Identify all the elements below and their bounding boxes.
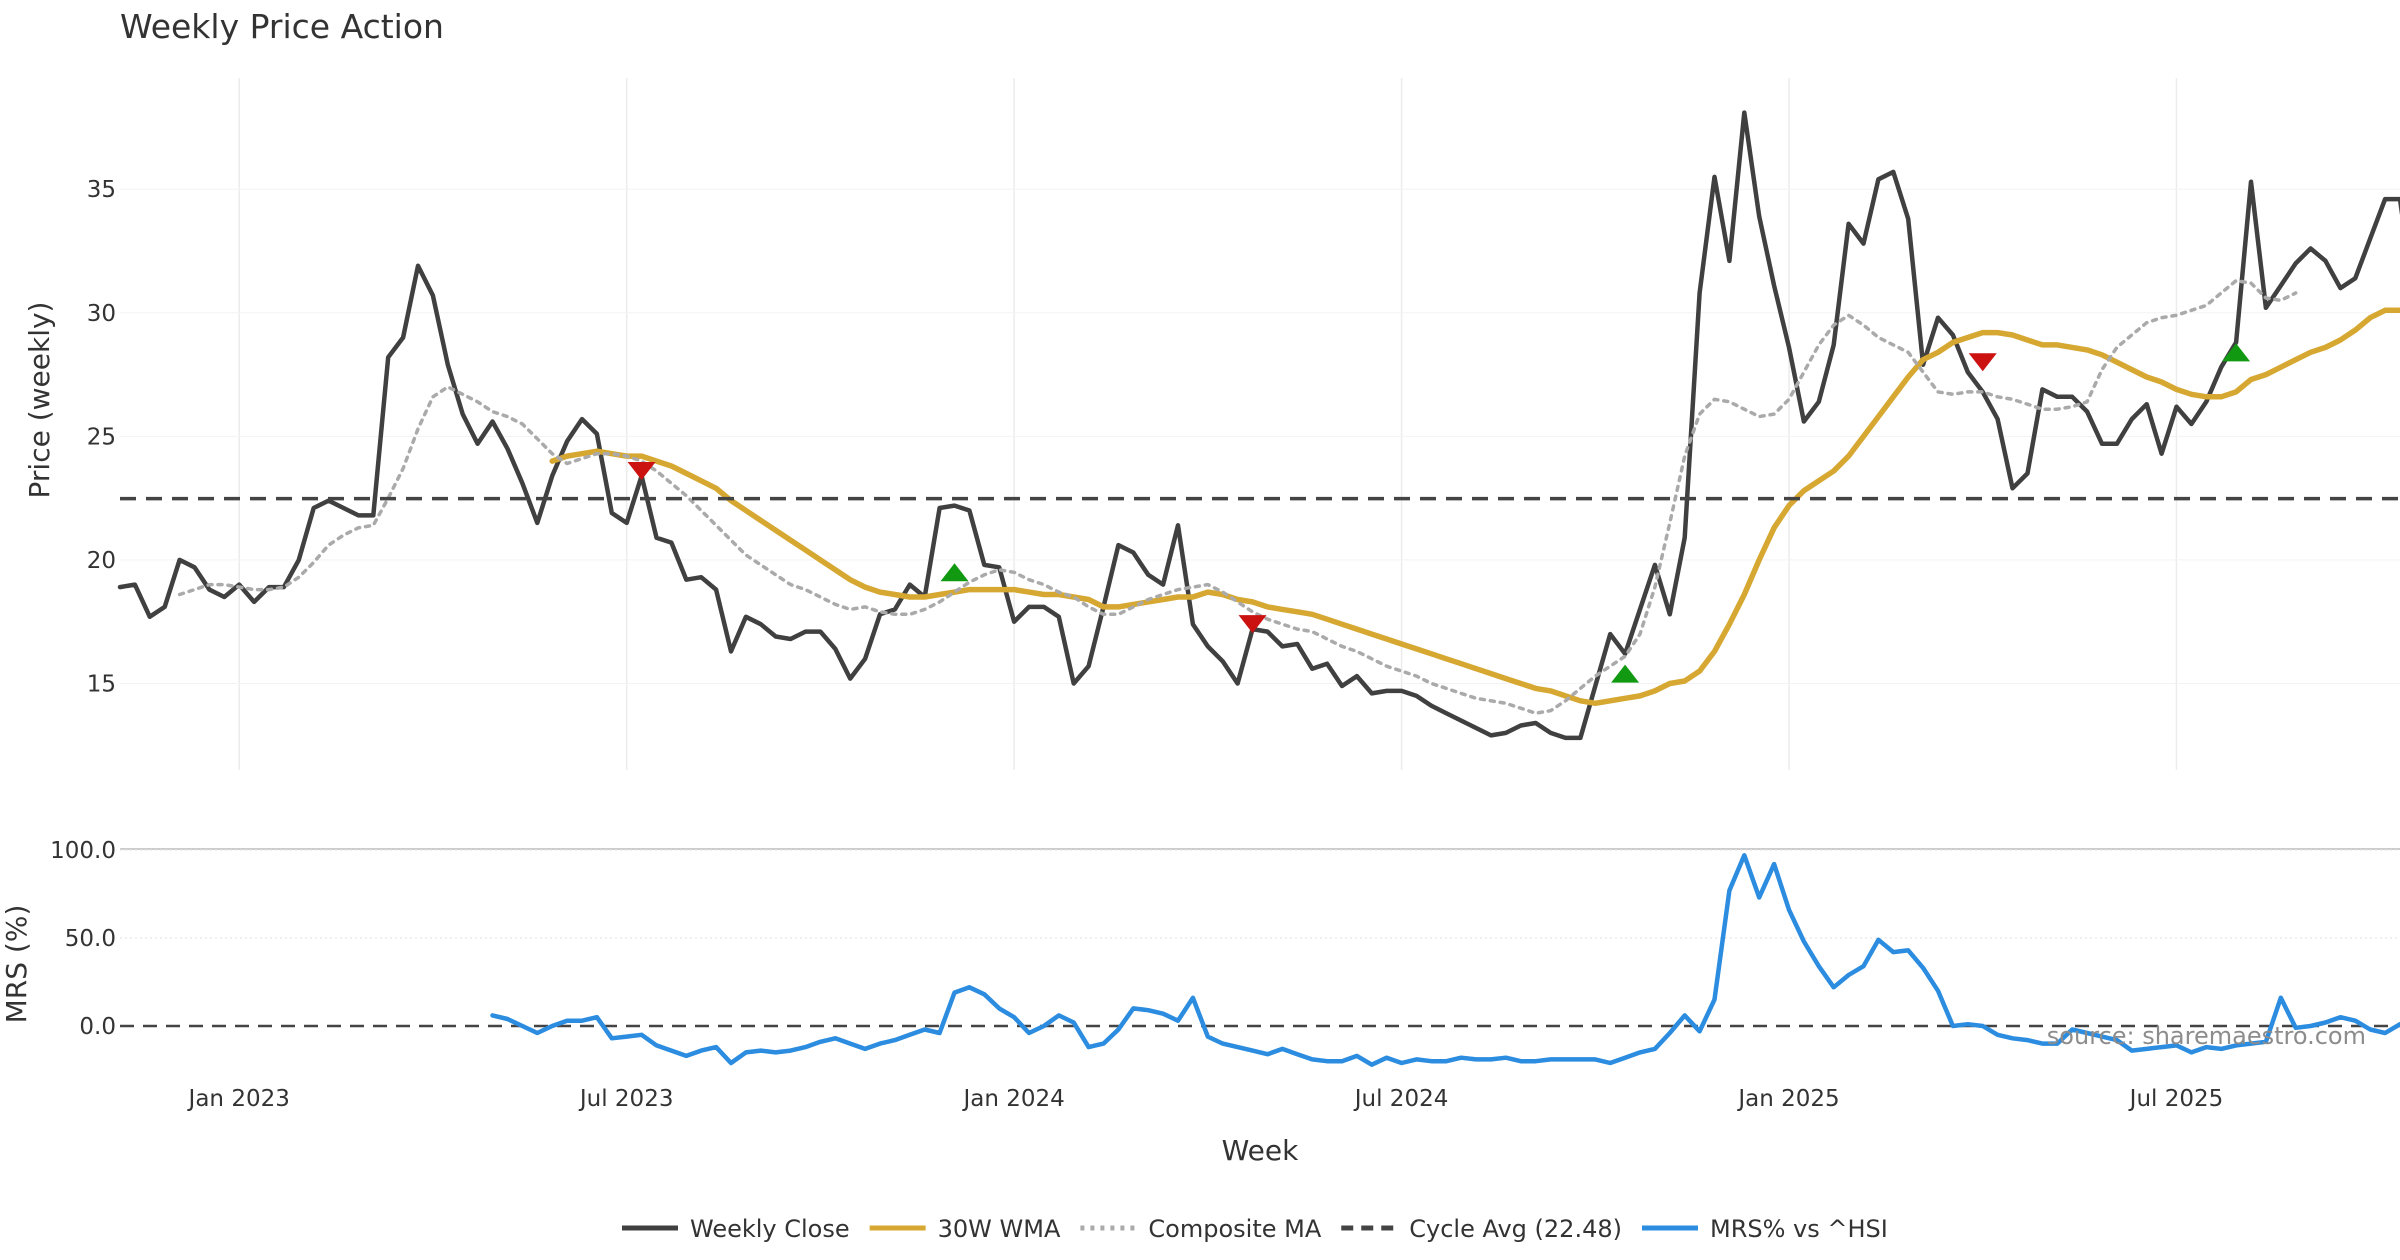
legend-label: Cycle Avg (22.48) — [1409, 1215, 1622, 1243]
legend-label: Composite MA — [1148, 1215, 1321, 1243]
x-tick-label: Jan 2024 — [961, 1086, 1064, 1112]
chart-title: Weekly Price Action — [120, 7, 444, 46]
legend-label: Weekly Close — [690, 1215, 850, 1243]
mrs-y-tick: 50.0 — [65, 926, 116, 952]
legend: Weekly Close 30W WMA Composite MA Cycle Avg… — [622, 1215, 1888, 1243]
price-y-ticks: 15 20 25 30 35 — [87, 177, 116, 697]
buy-signal-marker — [1611, 664, 1640, 683]
mrs-y-ticks: 100.0 50.0 0.0 — [50, 838, 116, 1040]
price-y-tick: 35 — [87, 177, 116, 203]
series-mrs-vs-hsi — [490, 853, 2400, 1067]
x-tick-label: Jul 2025 — [2128, 1086, 2224, 1112]
sell-signal-marker — [1968, 353, 1997, 372]
series-weekly-close — [117, 110, 2400, 741]
legend-item-composite-ma: Composite MA — [1080, 1215, 1322, 1243]
price-y-tick: 30 — [87, 301, 116, 327]
price-series-group — [117, 110, 2400, 741]
series-composite-ma — [177, 278, 2298, 715]
legend-item-cycle-avg-22-48: Cycle Avg (22.48) — [1341, 1215, 1622, 1243]
mrs-y-tick: 0.0 — [79, 1014, 116, 1040]
x-tick-label: Jul 2023 — [578, 1086, 674, 1112]
price-y-axis-label: Price (weekly) — [23, 302, 56, 499]
sell-signal-marker — [627, 461, 656, 480]
legend-item-30w-wma: 30W WMA — [869, 1215, 1061, 1243]
legend-item-weekly-close: Weekly Close — [622, 1215, 850, 1243]
x-tick-label: Jan 2025 — [1736, 1086, 1839, 1112]
series-30w-wma — [549, 307, 2400, 707]
price-y-tick: 15 — [87, 672, 116, 698]
mrs-series-group — [490, 853, 2400, 1067]
legend-label: MRS% vs ^HSI — [1710, 1215, 1888, 1243]
price-y-tick: 25 — [87, 424, 116, 450]
x-axis-label: Week — [1222, 1134, 1299, 1167]
mrs-grid — [120, 849, 2400, 1028]
buy-signal-marker — [940, 563, 969, 582]
mrs-y-tick: 100.0 — [50, 838, 116, 864]
x-tick-labels: Jan 2023 Jul 2023 Jan 2024 Jul 2024 Jan 2025… — [187, 1086, 2224, 1112]
sell-signal-marker — [1238, 615, 1267, 634]
x-tick-label: Jul 2024 — [1353, 1086, 1449, 1112]
source-label: source: sharemaestro.com — [2047, 1022, 2366, 1050]
legend-label: 30W WMA — [938, 1215, 1061, 1243]
legend-item-mrs-vs-hsi: MRS% vs ^HSI — [1641, 1215, 1888, 1243]
mrs-y-axis-label: MRS (%) — [0, 905, 33, 1024]
price-y-tick: 20 — [87, 548, 116, 574]
price-grid — [120, 78, 2400, 770]
buy-signal-marker — [2222, 343, 2251, 362]
signal-markers — [627, 343, 2251, 683]
x-tick-label: Jan 2023 — [187, 1086, 290, 1112]
